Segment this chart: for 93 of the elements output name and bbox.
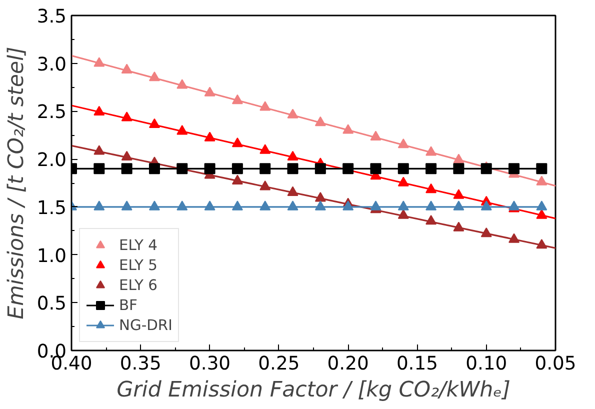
point [370, 163, 382, 174]
point [260, 180, 271, 190]
point [536, 176, 548, 186]
y-tick-label: 0.5 [36, 294, 66, 315]
legend-label: BF [119, 296, 138, 314]
point [260, 200, 271, 210]
point [398, 138, 409, 148]
point [287, 108, 298, 118]
y-axis-title: Emissions / [t CO₂/t steel] [4, 46, 29, 320]
x-tick-label: 0.25 [258, 354, 300, 374]
point [426, 200, 437, 210]
point [94, 200, 105, 210]
point [176, 200, 188, 210]
point [232, 163, 243, 174]
point [121, 163, 132, 174]
point [204, 86, 216, 96]
point [287, 163, 298, 174]
point [426, 215, 437, 225]
point [398, 163, 409, 174]
point [314, 200, 326, 210]
legend-label: ELY 5 [119, 256, 158, 274]
x-tick-label: 0.10 [466, 354, 508, 374]
point [232, 174, 243, 184]
point [121, 200, 132, 210]
x-tick-label: 0.15 [396, 354, 438, 374]
point [204, 163, 216, 174]
y-tick-label: 3.5 [36, 6, 66, 28]
point [204, 200, 216, 210]
point [453, 200, 464, 210]
point [342, 200, 354, 210]
point [232, 200, 243, 210]
x-tick-label: 0.35 [120, 354, 162, 374]
point [453, 189, 464, 199]
point [508, 163, 520, 174]
point [260, 101, 271, 111]
point [508, 233, 520, 243]
point [148, 118, 160, 128]
point [232, 94, 243, 104]
point [453, 154, 464, 164]
point [426, 183, 437, 194]
point [426, 163, 437, 174]
point [232, 137, 243, 148]
point [121, 64, 132, 74]
y-tick-label: 2.5 [36, 102, 66, 124]
point [370, 130, 382, 140]
point [453, 163, 464, 174]
point [398, 200, 409, 210]
point [480, 163, 492, 174]
y-tick-label: 2.0 [36, 150, 66, 172]
point [480, 200, 492, 210]
y-tick-label: 3.0 [36, 54, 66, 76]
y-tick-label: 1.5 [36, 198, 66, 219]
point [176, 125, 188, 135]
point [260, 144, 271, 154]
legend-label: ELY 6 [119, 276, 158, 294]
x-tick-label: 0.30 [189, 354, 231, 374]
x-tick-label: 0.05 [534, 354, 576, 374]
point [480, 227, 492, 238]
point [342, 163, 354, 174]
point [314, 192, 326, 202]
point [287, 200, 298, 210]
point [121, 112, 132, 122]
point [148, 163, 160, 174]
point [370, 200, 382, 210]
point [398, 176, 409, 186]
point [426, 146, 437, 156]
point [536, 238, 548, 249]
point [94, 57, 105, 67]
point [148, 71, 160, 82]
point [398, 209, 409, 219]
point [148, 200, 160, 210]
legend-label: NG-DRI [119, 316, 172, 334]
point [204, 132, 216, 142]
point [536, 163, 548, 174]
point [176, 163, 188, 174]
point [453, 222, 464, 232]
point [94, 106, 105, 116]
point [287, 186, 298, 196]
point [94, 163, 105, 174]
x-tick-label: 0.20 [327, 354, 369, 374]
point [287, 150, 298, 161]
point [260, 163, 271, 174]
x-axis-title: Grid Emission Factor / [kg CO₂/kWhₑ] [116, 378, 510, 402]
point [342, 124, 354, 134]
point [121, 150, 132, 161]
point [176, 79, 188, 89]
point [536, 209, 548, 219]
point [314, 116, 326, 126]
point [314, 163, 326, 174]
point [536, 200, 548, 210]
y-tick-label: 1.0 [36, 246, 66, 267]
legend-label: ELY 4 [119, 236, 158, 254]
point [94, 145, 105, 155]
